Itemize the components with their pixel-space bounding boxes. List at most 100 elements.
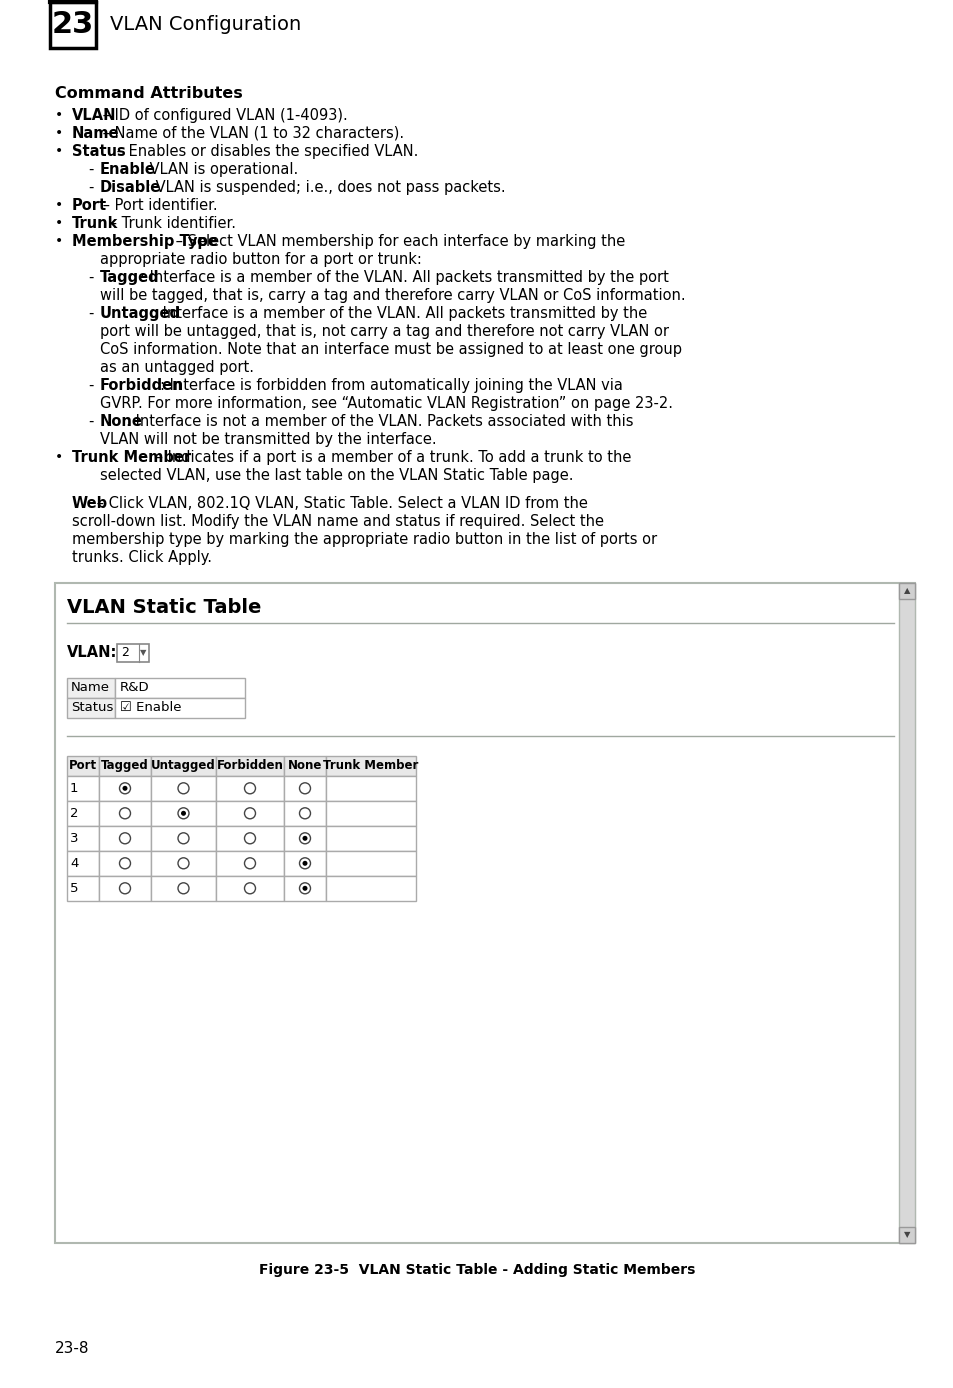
Text: : VLAN is suspended; i.e., does not pass packets.: : VLAN is suspended; i.e., does not pass… [146,179,505,194]
Text: -: - [88,179,93,194]
Text: VLAN will not be transmitted by the interface.: VLAN will not be transmitted by the inte… [100,432,436,447]
Text: – Indicates if a port is a member of a trunk. To add a trunk to the: – Indicates if a port is a member of a t… [152,450,631,465]
Text: Web: Web [71,497,108,511]
Bar [99,801,151,826]
Circle shape [299,858,310,869]
Circle shape [244,858,255,869]
Bar [215,876,284,901]
Text: Tagged: Tagged [100,269,159,285]
Text: – Port identifier.: – Port identifier. [98,197,218,212]
Text: R&D: R&D [120,682,150,694]
Text: Forbidden: Forbidden [100,378,183,393]
Bar [284,801,326,826]
Text: •: • [55,215,63,229]
Bar [215,776,284,801]
Text: : Interface is a member of the VLAN. All packets transmitted by the: : Interface is a member of the VLAN. All… [152,305,646,321]
Text: 23: 23 [51,10,94,39]
Text: Trunk: Trunk [71,215,118,230]
Text: Tagged: Tagged [101,759,149,772]
Text: – Name of the VLAN (1 to 32 characters).: – Name of the VLAN (1 to 32 characters). [98,125,404,140]
Text: 2: 2 [70,806,78,820]
Bar [115,677,245,698]
Text: None: None [100,414,143,429]
Text: : Interface is a member of the VLAN. All packets transmitted by the port: : Interface is a member of the VLAN. All… [139,269,668,285]
Text: selected VLAN, use the last table on the VLAN Static Table page.: selected VLAN, use the last table on the… [100,468,573,483]
Text: •: • [55,450,63,464]
Text: Forbidden: Forbidden [216,759,283,772]
Circle shape [244,783,255,794]
Bar [67,801,99,826]
Text: : Interface is forbidden from automatically joining the VLAN via: : Interface is forbidden from automatica… [159,378,621,393]
Text: Name: Name [71,125,119,140]
Circle shape [299,833,310,844]
Bar [898,583,914,1244]
Text: •: • [55,233,63,247]
Text: -: - [88,378,93,393]
Bar [99,826,151,851]
Circle shape [244,883,255,894]
Bar [67,876,99,901]
Text: 4: 4 [70,856,78,870]
Bar [284,851,326,876]
Text: Port: Port [69,759,97,772]
Text: Status: Status [71,143,126,158]
Text: will be tagged, that is, carry a tag and therefore carry VLAN or CoS information: will be tagged, that is, carry a tag and… [100,287,685,303]
Text: – ID of configured VLAN (1-4093).: – ID of configured VLAN (1-4093). [98,108,348,122]
Bar [99,776,151,801]
Bar [215,801,284,826]
Text: – Trunk identifier.: – Trunk identifier. [105,215,235,230]
Text: -: - [88,414,93,429]
Text: •: • [55,108,63,122]
Bar [284,826,326,851]
Circle shape [299,808,310,819]
Text: Trunk Member: Trunk Member [323,759,418,772]
Circle shape [178,858,189,869]
Bar [284,776,326,801]
Bar [151,851,215,876]
Text: VLAN: VLAN [71,108,116,122]
Bar [898,1227,914,1244]
Text: VLAN:: VLAN: [67,645,117,661]
Circle shape [119,858,131,869]
Text: Trunk Member: Trunk Member [71,450,191,465]
Circle shape [244,833,255,844]
Bar [115,698,245,718]
Text: •: • [55,197,63,211]
Bar [151,826,215,851]
Text: Name: Name [71,682,110,694]
Bar [67,698,115,718]
Text: 3: 3 [70,831,78,845]
Text: : VLAN is operational.: : VLAN is operational. [139,161,297,176]
Text: None: None [288,759,322,772]
Text: -: - [88,161,93,176]
Bar [67,756,99,776]
Text: 23-8: 23-8 [55,1341,90,1356]
Bar [67,851,99,876]
Circle shape [299,783,310,794]
Bar [99,851,151,876]
Text: membership type by marking the appropriate radio button in the list of ports or: membership type by marking the appropria… [71,533,657,547]
Text: Status: Status [71,701,113,715]
Circle shape [119,808,131,819]
Bar [151,776,215,801]
Bar [151,801,215,826]
Bar [99,756,151,776]
Text: : Interface is not a member of the VLAN. Packets associated with this: : Interface is not a member of the VLAN.… [127,414,634,429]
Bar [67,677,115,698]
Circle shape [299,883,310,894]
Circle shape [122,786,128,791]
Bar [215,756,284,776]
Bar [898,583,914,598]
Bar [326,826,416,851]
Bar [151,876,215,901]
Text: VLAN Configuration: VLAN Configuration [110,14,301,33]
Text: Enable: Enable [100,161,155,176]
Circle shape [178,833,189,844]
Text: Membership Type: Membership Type [71,233,217,248]
Text: 1: 1 [70,781,78,795]
Circle shape [119,783,131,794]
Bar [284,756,326,776]
Text: port will be untagged, that is, not carry a tag and therefore not carry VLAN or: port will be untagged, that is, not carr… [100,323,668,339]
Bar [326,851,416,876]
Circle shape [119,883,131,894]
